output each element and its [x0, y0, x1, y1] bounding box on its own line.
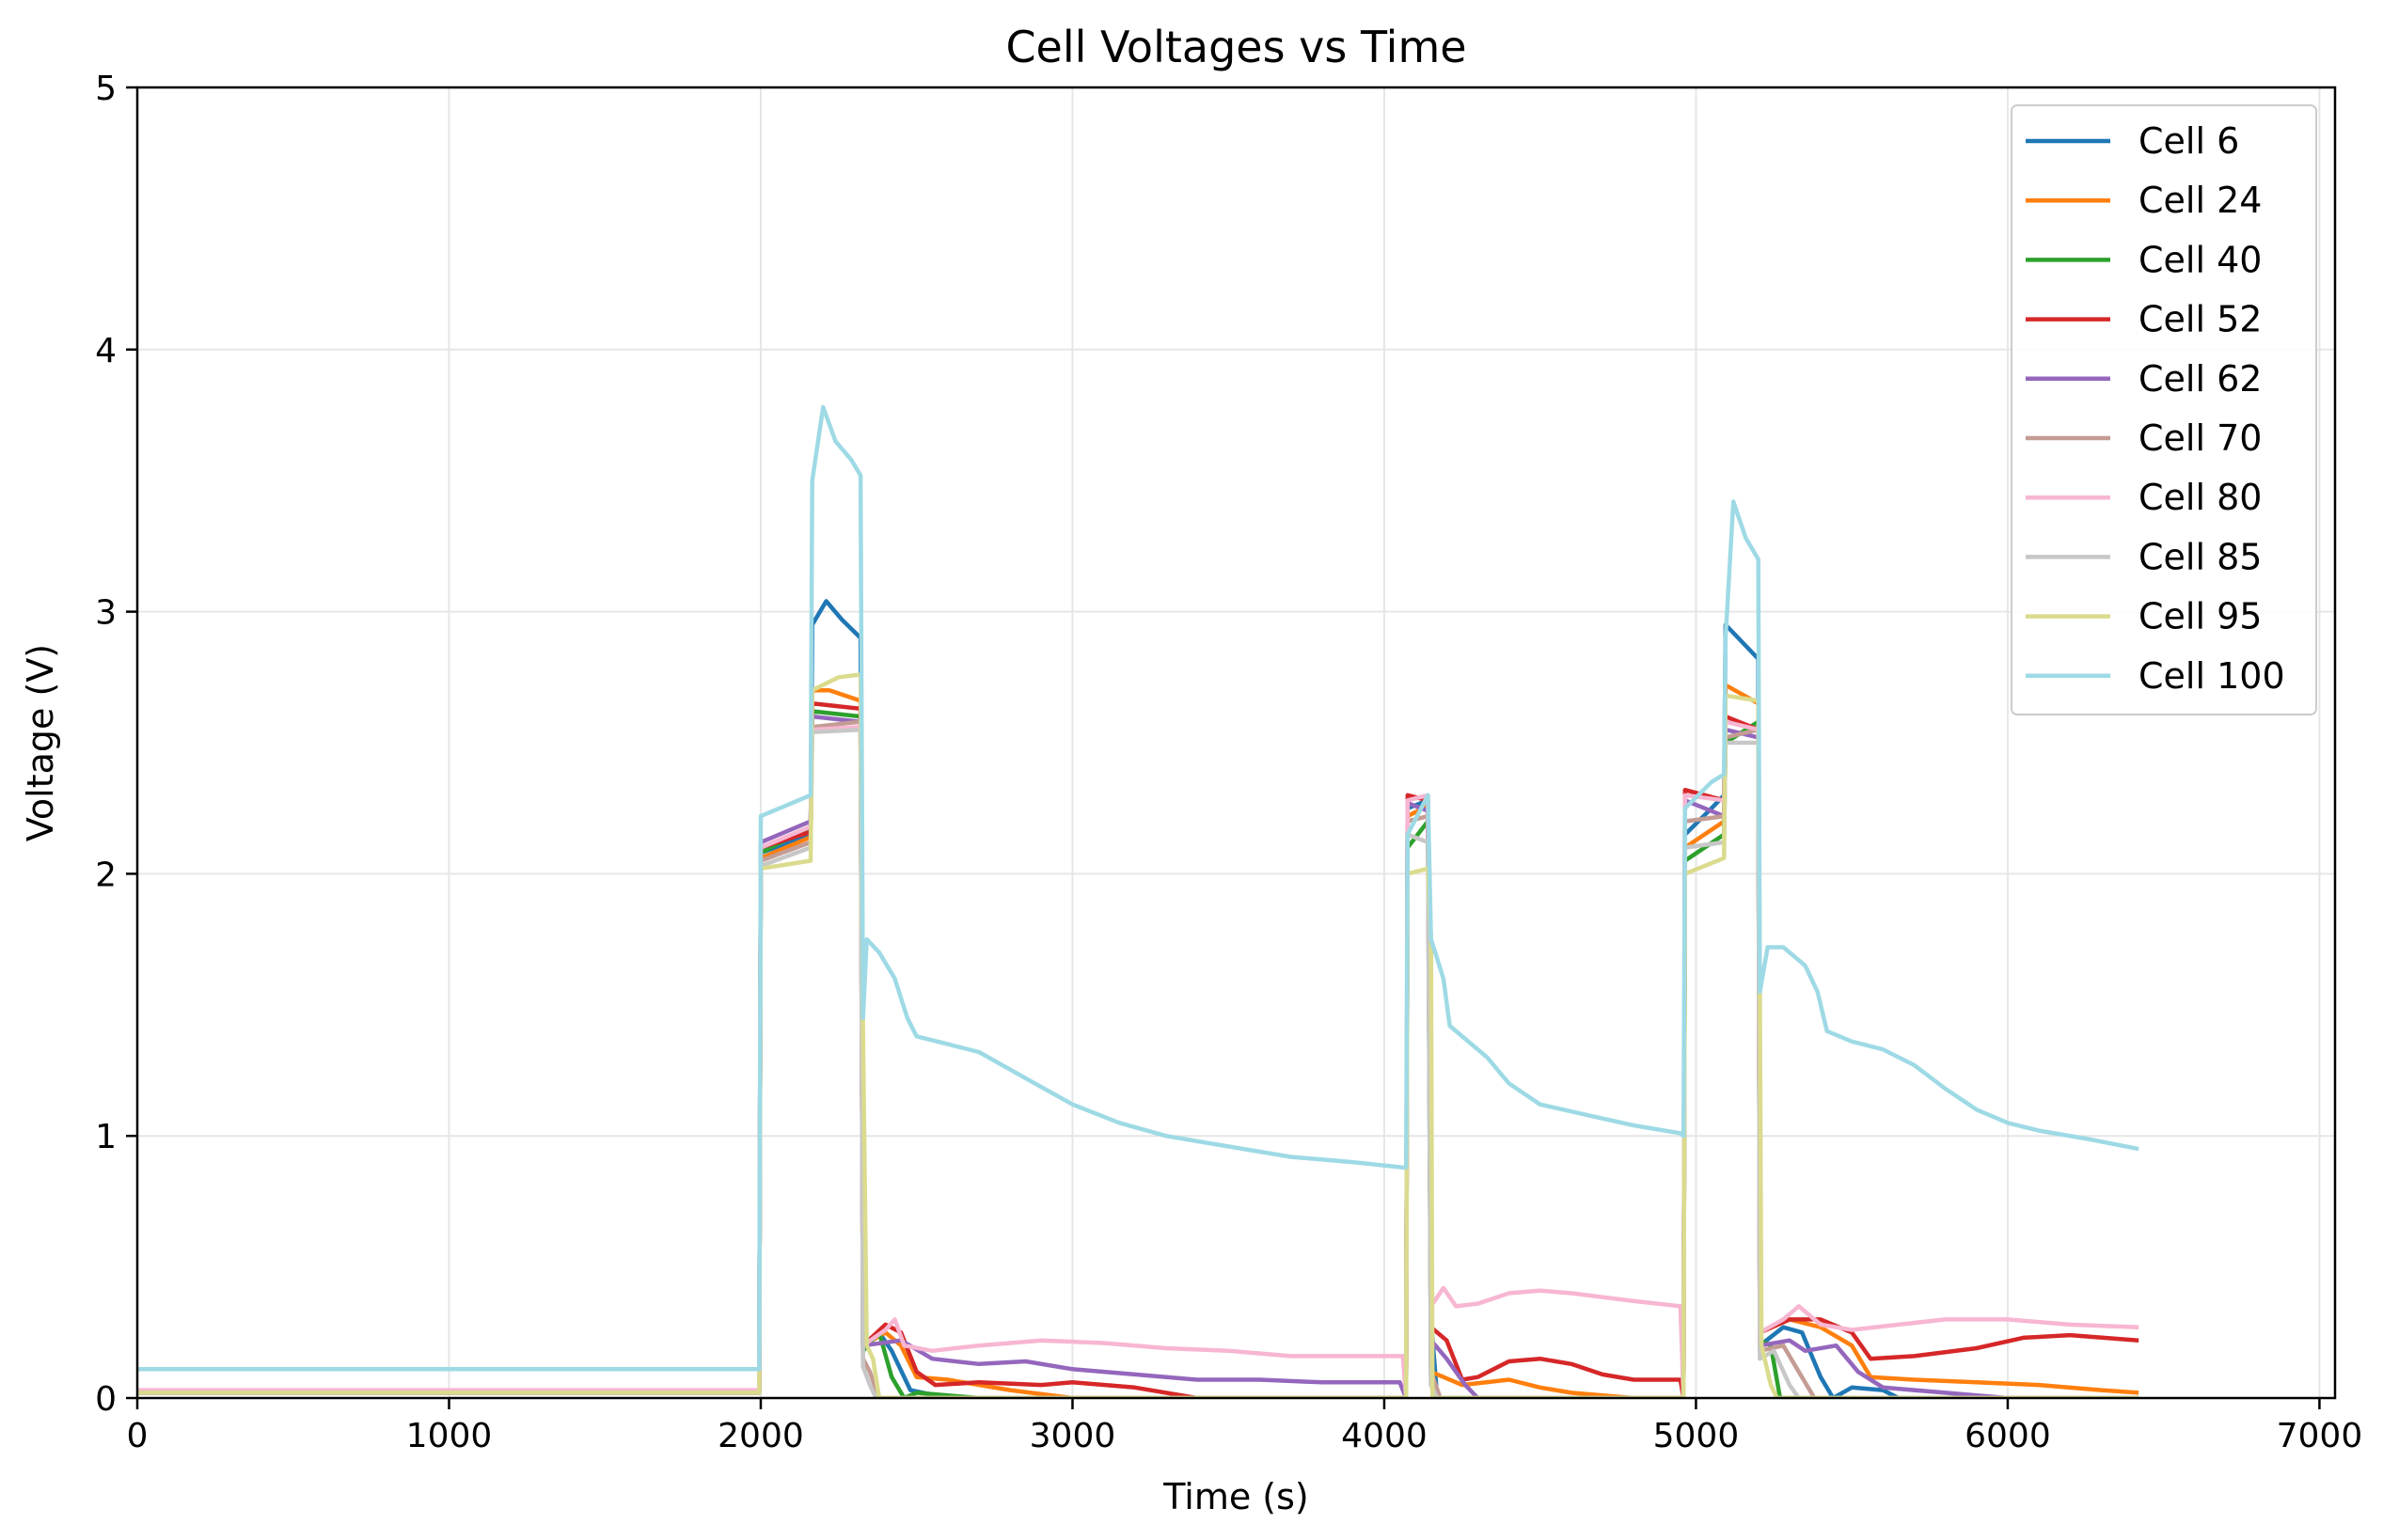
y-tick-label: 2 — [95, 856, 117, 894]
legend-box — [2011, 104, 2317, 715]
legend-label: Cell 80 — [2138, 477, 2262, 518]
y-axis-label: Voltage (V) — [20, 644, 61, 841]
x-tick-label: 2000 — [718, 1417, 804, 1455]
x-tick-label: 4000 — [1341, 1417, 1428, 1455]
x-tick-label: 0 — [127, 1417, 149, 1455]
legend-label: Cell 40 — [2138, 239, 2262, 280]
x-tick-label: 5000 — [1653, 1417, 1740, 1455]
legend-label: Cell 70 — [2138, 417, 2262, 459]
x-axis-label: Time (s) — [1162, 1476, 1309, 1517]
series-line-cell-62 — [137, 714, 2139, 1398]
y-tick-label: 0 — [95, 1380, 117, 1419]
legend-label: Cell 6 — [2138, 120, 2239, 162]
series-line-cell-80 — [137, 719, 2139, 1398]
y-tick-label: 3 — [95, 594, 117, 633]
axis-ticks: 0 1000 2000 3000 4000 5000 6000 7000 0 1 2 3 4 5 — [95, 70, 2362, 1455]
plot-frame — [135, 86, 2337, 1400]
chart-title: Cell Voltages vs Time — [1005, 22, 1466, 72]
legend-label: Cell 85 — [2138, 536, 2262, 577]
legend: Cell 6 Cell 24 Cell 40 Cell 52 Cell 62 Cell 7… — [2011, 104, 2317, 715]
x-tick-label: 1000 — [406, 1417, 493, 1455]
legend-label: Cell 95 — [2138, 596, 2262, 637]
legend-label: Cell 24 — [2138, 180, 2262, 221]
series-lines — [137, 404, 2139, 1398]
y-tick-label: 4 — [95, 332, 117, 370]
y-tick-label: 5 — [95, 70, 117, 108]
x-tick-label: 3000 — [1030, 1417, 1116, 1455]
x-tick-label: 6000 — [1965, 1417, 2051, 1455]
series-line-cell-100 — [137, 404, 2139, 1372]
x-tick-label: 7000 — [2277, 1417, 2363, 1455]
legend-label: Cell 62 — [2138, 358, 2262, 400]
legend-label: Cell 100 — [2138, 655, 2285, 697]
legend-label: Cell 52 — [2138, 299, 2262, 340]
y-tick-label: 1 — [95, 1118, 117, 1156]
